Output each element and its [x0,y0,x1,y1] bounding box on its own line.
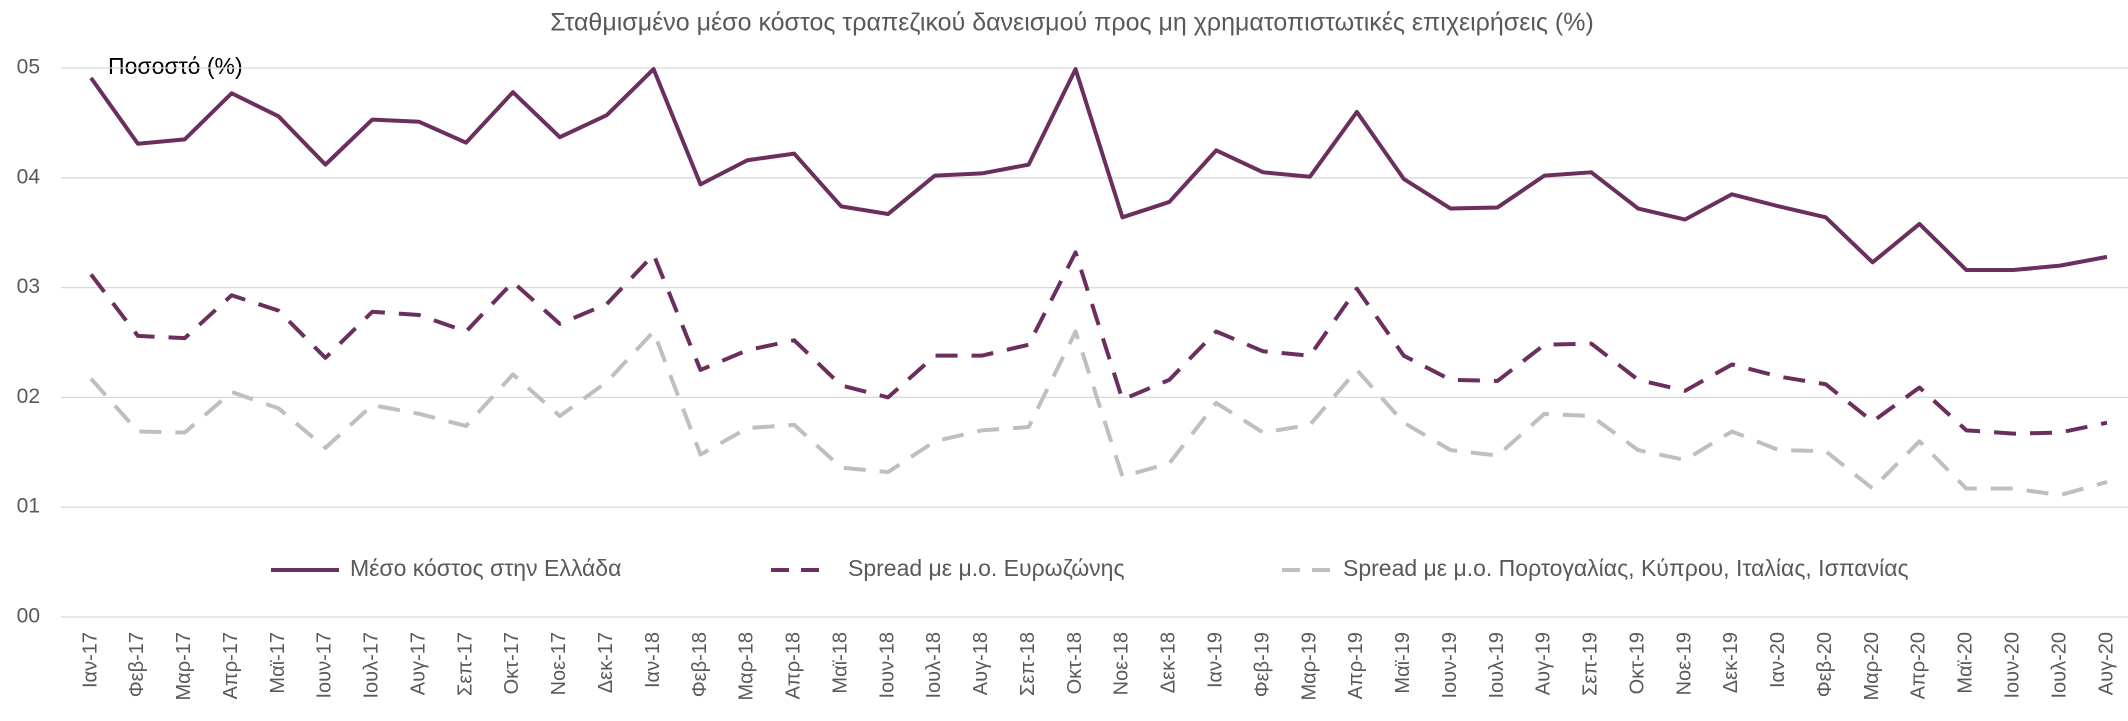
x-tick-label: Μαρ-18 [736,632,758,701]
y-tick-label: 03 [17,275,40,298]
x-tick-label: Ιουλ-20 [2048,632,2070,699]
x-tick-label: Ιουν-17 [314,632,336,699]
x-tick-label: Μαϊ-19 [1392,632,1414,694]
grid [61,67,2128,618]
chart-title: Σταθμισμένο μέσο κόστος τραπεζικού δανει… [550,9,1594,37]
x-tick-label: Μαϊ-18 [829,632,851,694]
x-tick-label: Ιαν-18 [642,632,664,688]
x-tick-label: Ιουλ-18 [923,632,945,699]
x-tick-label: Φεβ-20 [1814,632,1836,697]
x-tick-label: Απρ-18 [783,632,805,699]
x-tick-label: Μαρ-17 [173,632,195,701]
x-tick-label: Νοε-17 [548,632,570,695]
x-tick-label: Αυγ-18 [970,632,992,695]
x-tick-label: Απρ-20 [1908,632,1930,699]
x-tick-label: Αυγ-17 [407,632,429,695]
y-tick-label: 05 [17,56,40,79]
x-tick-label: Ιουν-19 [1439,632,1461,699]
y-tick-label: 01 [17,495,40,518]
y-tick-label: 02 [17,385,40,408]
x-tick-label: Ιαν-20 [1767,632,1789,688]
x-tick-label: Ιαν-19 [1204,632,1226,688]
legend-label: Spread με μ.ο. Ευρωζώνης [848,555,1125,581]
x-tick-label: Νοε-19 [1673,632,1695,695]
y-tick-label: 00 [17,605,40,628]
x-tick-label: Οκτ-19 [1626,632,1648,694]
series-line [89,329,2108,498]
x-tick-label: Φεβ-17 [126,632,148,697]
x-tick-label: Ιαν-17 [79,632,101,688]
x-tick-label: Οκτ-17 [501,632,523,694]
y-tick-label: 04 [17,165,41,188]
x-tick-label: Νοε-18 [1111,632,1133,695]
x-tick-label: Ιουν-20 [2002,632,2024,699]
x-tick-label: Μαϊ-20 [1955,632,1977,694]
x-tick-label: Μαρ-19 [1298,632,1320,701]
x-tick-label: Φεβ-18 [689,632,711,697]
x-tick-label: Ιουλ-19 [1486,632,1508,699]
x-tick-label: Απρ-17 [220,632,242,699]
x-tick-label: Σεπ-18 [1017,632,1039,696]
x-tick-label: Αυγ-20 [2095,632,2117,695]
y-axis-label: Ποσοστό (%) [108,53,243,79]
x-tick-label: Αυγ-19 [1533,632,1555,695]
x-tick-label: Δεκ-17 [595,632,617,693]
x-tick-label: Ιουλ-17 [361,632,383,699]
x-tick-label: Δεκ-19 [1720,632,1742,693]
x-tick-label: Δεκ-18 [1158,632,1180,693]
x-tick-label: Φεβ-19 [1251,632,1273,697]
x-tick-label: Οκτ-18 [1064,632,1086,694]
x-tick-label: Σεπ-19 [1580,632,1602,696]
x-tick-label: Σεπ-17 [454,632,476,696]
legend-label: Spread με μ.ο. Πορτογαλίας, Κύπρου, Ιταλ… [1343,555,1909,581]
x-tick-label: Μαϊ-17 [267,632,289,694]
series-line [89,67,2108,273]
x-tick-label: Ιουν-18 [876,632,898,699]
x-tick-label: Απρ-19 [1345,632,1367,699]
legend-label: Μέσο κόστος στην Ελλάδα [350,555,621,581]
x-tick-label: Μαρ-20 [1861,632,1883,701]
